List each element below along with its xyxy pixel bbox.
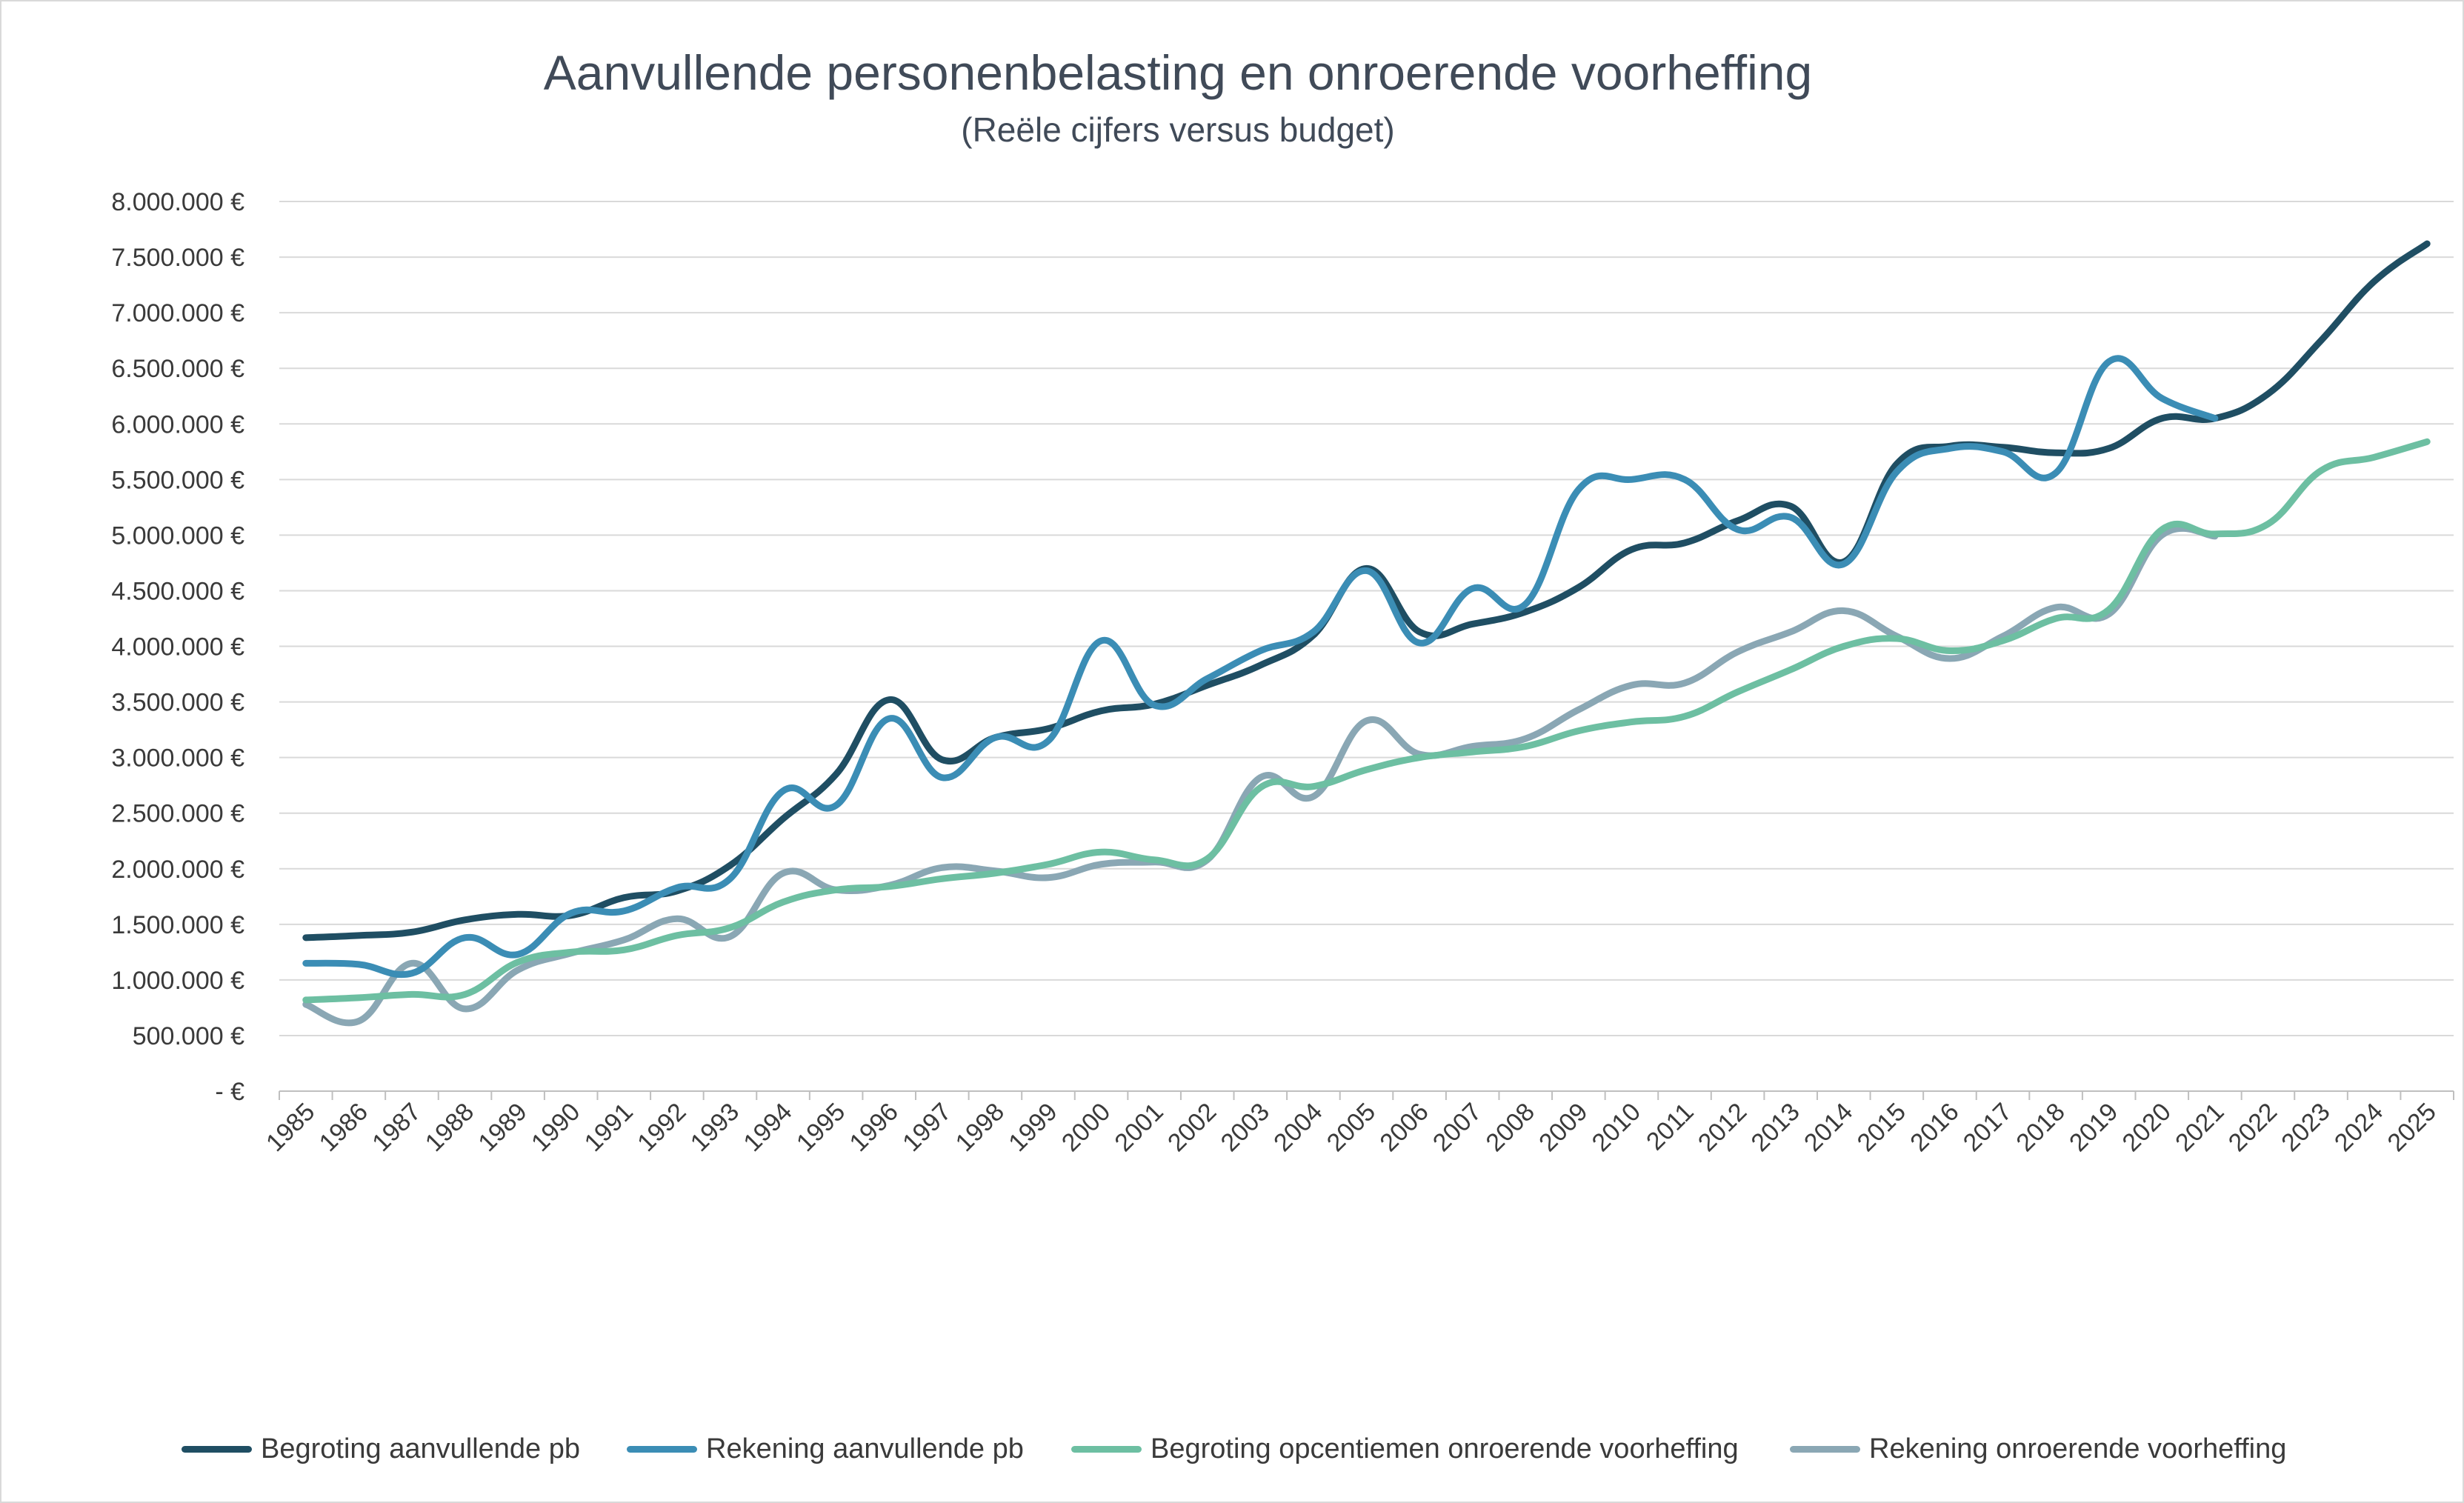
- x-tick-label: 1994: [738, 1098, 797, 1157]
- x-tick-label: 1991: [579, 1098, 639, 1157]
- x-tick-label: 2020: [2117, 1098, 2177, 1157]
- x-tick-label: 1988: [420, 1098, 479, 1157]
- x-tick-label: 2005: [1322, 1098, 1381, 1157]
- x-tick-label: 2006: [1374, 1098, 1434, 1157]
- legend-label: Rekening onroerende voorheffing: [1869, 1433, 2287, 1464]
- x-tick-label: 2004: [1268, 1098, 1328, 1157]
- y-tick-label: 6.000.000 €: [111, 410, 244, 439]
- x-tick-label: 1995: [791, 1098, 850, 1157]
- x-tick-label: 2019: [2064, 1098, 2123, 1157]
- x-tick-label: 2024: [2329, 1098, 2388, 1157]
- legend-swatch: [1790, 1446, 1860, 1453]
- x-tick-label: 2007: [1428, 1098, 1487, 1157]
- x-tick-label: 1999: [1003, 1098, 1062, 1157]
- y-tick-label: 7.500.000 €: [111, 244, 244, 272]
- chart-legend: Begroting aanvullende pb Rekening aanvul…: [0, 1433, 2464, 1478]
- x-tick-label: 1987: [367, 1098, 426, 1157]
- x-tick-label: 2010: [1587, 1098, 1646, 1157]
- x-tick-label: 2021: [2170, 1098, 2229, 1157]
- x-tick-label: 1992: [632, 1098, 691, 1157]
- x-tick-label: 2013: [1745, 1098, 1805, 1157]
- x-tick-label: 2000: [1056, 1098, 1116, 1157]
- chart-title: Aanvullende personenbelasting en onroere…: [543, 45, 1813, 100]
- y-tick-label: 1.500.000 €: [111, 911, 244, 939]
- x-tick-label: 2003: [1216, 1098, 1275, 1157]
- x-tick-label: 2023: [2276, 1098, 2335, 1157]
- legend-swatch: [1071, 1446, 1142, 1453]
- legend-label: Begroting aanvullende pb: [261, 1433, 581, 1464]
- x-tick-label: 2016: [1905, 1098, 1964, 1157]
- x-tick-label: 1996: [845, 1098, 904, 1157]
- y-tick-label: 3.000.000 €: [111, 744, 244, 773]
- legend-label: Rekening aanvullende pb: [706, 1433, 1024, 1464]
- y-tick-label: 500.000 €: [133, 1022, 244, 1050]
- y-tick-label: 4.000.000 €: [111, 633, 244, 661]
- x-tick-label: 2015: [1852, 1098, 1911, 1157]
- x-tick-label: 2017: [1958, 1098, 2017, 1157]
- chart-subtitle: (Reële cijfers versus budget): [961, 110, 1395, 149]
- x-tick-label: 2001: [1109, 1098, 1168, 1157]
- x-tick-label: 2025: [2383, 1098, 2442, 1157]
- x-tick-label: 2014: [1799, 1098, 1858, 1157]
- legend-label: Begroting opcentiemen onroerende voorhef…: [1151, 1433, 1739, 1464]
- x-tick-label: 1985: [261, 1098, 320, 1157]
- x-tick-label: 2002: [1162, 1098, 1222, 1157]
- series-line-3: [302, 438, 2431, 1004]
- legend-item-rekening-ov: Rekening onroerende voorheffing: [1790, 1433, 2286, 1465]
- x-tick-label: 2008: [1481, 1098, 1540, 1157]
- x-tick-label: 1989: [473, 1098, 532, 1157]
- x-tick-label: 2009: [1534, 1098, 1593, 1157]
- y-tick-label: 6.500.000 €: [111, 355, 244, 383]
- legend-item-begroting-ov: Begroting opcentiemen onroerende voorhef…: [1071, 1433, 1739, 1465]
- y-tick-label: - €: [215, 1078, 244, 1106]
- x-tick-label: 1993: [685, 1098, 745, 1157]
- legend-item-begroting-pb: Begroting aanvullende pb: [182, 1433, 580, 1465]
- y-tick-label: 4.500.000 €: [111, 577, 244, 605]
- x-tick-label: 1997: [897, 1098, 956, 1157]
- y-tick-label: 2.000.000 €: [111, 856, 244, 884]
- x-tick-label: 2018: [2011, 1098, 2070, 1157]
- x-tick-label: 2011: [1641, 1098, 1699, 1156]
- x-tick-label: 1986: [314, 1098, 373, 1157]
- y-tick-label: 3.500.000 €: [111, 689, 244, 717]
- y-tick-label: 1.000.000 €: [111, 967, 244, 995]
- y-tick-label: 2.500.000 €: [111, 800, 244, 828]
- y-tick-label: 5.500.000 €: [111, 466, 244, 494]
- x-tick-label: 2012: [1693, 1098, 1752, 1157]
- x-tick-label: 1990: [526, 1098, 585, 1157]
- y-tick-label: 7.000.000 €: [111, 299, 244, 327]
- line-chart: - € 500.000 € 1.000.000 € 1.500.000 € 2.000.…: [111, 188, 2454, 1157]
- y-tick-label: 5.000.000 €: [111, 521, 244, 550]
- legend-item-rekening-pb: Rekening aanvullende pb: [627, 1433, 1024, 1465]
- legend-swatch: [182, 1446, 252, 1453]
- y-tick-label: 8.000.000 €: [111, 188, 244, 216]
- legend-swatch: [627, 1446, 697, 1453]
- x-tick-label: 1998: [950, 1098, 1010, 1157]
- series-line-2: [302, 355, 2219, 979]
- x-tick-label: 2022: [2223, 1098, 2282, 1157]
